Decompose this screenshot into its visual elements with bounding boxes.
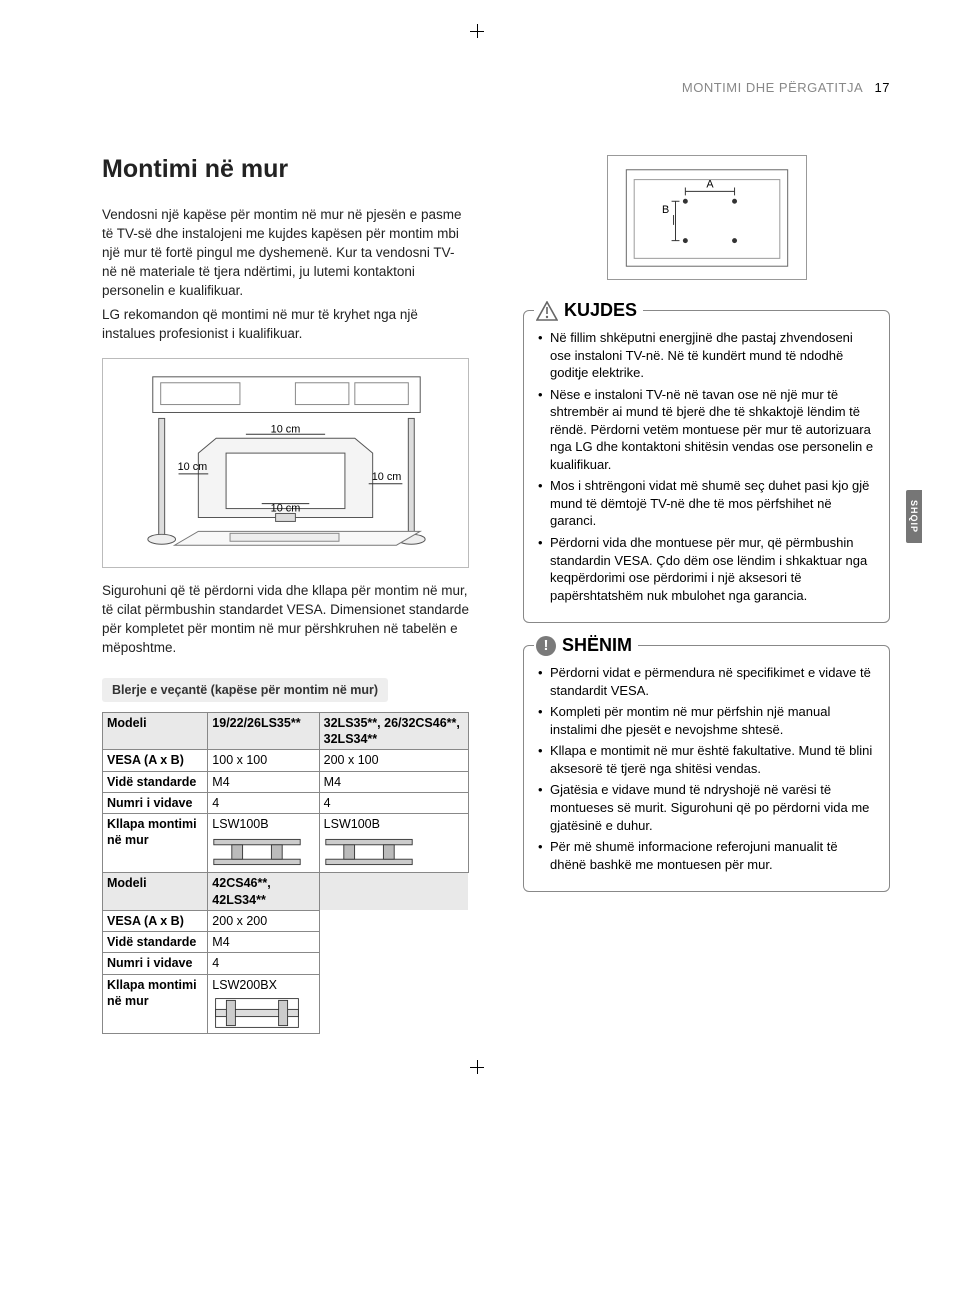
language-tab: SHQIP	[906, 490, 922, 543]
tbl-label-bracket: Kllapa montimi në mur	[103, 974, 208, 1033]
caution-item: Nëse e instaloni TV-në në tavan ose në n…	[538, 386, 875, 474]
tbl-b2-model-a: 42CS46**, 42LS34**	[208, 873, 319, 911]
caution-box: KUJDES Në fillim shkëputni energjinë dhe…	[523, 310, 890, 623]
tbl-b2-count-a: 4	[208, 953, 319, 974]
tbl-b1-vesa-b: 200 x 100	[319, 750, 468, 771]
note-item: Kompleti për montim në mur përfshin një …	[538, 703, 875, 738]
svg-text:10 cm: 10 cm	[372, 471, 402, 483]
tbl-b1-model-b: 32LS35**, 26/32CS46**, 32LS34**	[319, 712, 468, 750]
note-item: Për më shumë informacione referojuni man…	[538, 838, 875, 873]
svg-text:10 cm: 10 cm	[271, 503, 301, 515]
bracket-icon	[212, 834, 302, 870]
tbl-b1-screw-a: M4	[208, 771, 319, 792]
note-item: Gjatësia e vidave mund të ndryshojë në v…	[538, 781, 875, 834]
tbl-b2-bracket-a: LSW200BX	[208, 974, 319, 1033]
caution-item: Përdorni vida dhe montuese për mur, që p…	[538, 534, 875, 604]
note-title: ! SHËNIM	[534, 635, 638, 656]
tbl-label-vesa: VESA (A x B)	[103, 910, 208, 931]
tbl-b1-vesa-a: 100 x 100	[208, 750, 319, 771]
purchase-pill: Blerje e veçantë (kapëse për montim në m…	[102, 678, 388, 702]
note-item: Përdorni vidat e përmendura në specifiki…	[538, 664, 875, 699]
svg-text:B: B	[662, 204, 669, 216]
info-icon: !	[536, 636, 556, 656]
tbl-label-count: Numri i vidave	[103, 792, 208, 813]
page-title: Montimi në mur	[102, 155, 469, 184]
tbl-label-vesa: VESA (A x B)	[103, 750, 208, 771]
spec-table: Modeli 19/22/26LS35** 32LS35**, 26/32CS4…	[102, 712, 469, 1034]
svg-text:A: A	[706, 178, 714, 190]
mid-paragraph: Sigurohuni që të përdorni vida dhe kllap…	[102, 582, 469, 658]
tbl-b1-count-b: 4	[319, 792, 468, 813]
tbl-b1-count-a: 4	[208, 792, 319, 813]
bracket-icon	[212, 995, 302, 1031]
header-section: MONTIMI DHE PËRGATITJA	[682, 80, 863, 95]
tbl-label-count: Numri i vidave	[103, 953, 208, 974]
svg-text:10 cm: 10 cm	[271, 424, 301, 436]
tbl-b1-model-a: 19/22/26LS35**	[208, 712, 319, 750]
warning-icon	[536, 301, 558, 321]
wall-mount-diagram: 10 cm 10 cm 10 cm 10 cm	[102, 358, 469, 568]
caution-title: KUJDES	[534, 300, 643, 321]
tbl-b2-screw-a: M4	[208, 932, 319, 953]
tbl-b2-vesa-a: 200 x 200	[208, 910, 319, 931]
tbl-label-screw: Vidë standarde	[103, 771, 208, 792]
tbl-b1-bracket-b: LSW100B	[319, 814, 468, 873]
tbl-label-model: Modeli	[103, 873, 208, 911]
tbl-label-bracket: Kllapa montimi në mur	[103, 814, 208, 873]
page-number: 17	[875, 80, 890, 95]
intro-paragraph-2: LG rekomandon që montimi në mur të kryhe…	[102, 306, 469, 344]
tbl-b1-bracket-a: LSW100B	[208, 814, 319, 873]
tbl-label-model: Modeli	[103, 712, 208, 750]
note-box: ! SHËNIM Përdorni vidat e përmendura në …	[523, 645, 890, 892]
tbl-label-screw: Vidë standarde	[103, 932, 208, 953]
tbl-b1-screw-b: M4	[319, 771, 468, 792]
svg-text:10 cm: 10 cm	[178, 461, 208, 473]
running-header: MONTIMI DHE PËRGATITJA 17	[102, 80, 890, 95]
caution-item: Mos i shtrëngoni vidat më shumë seç duhe…	[538, 477, 875, 530]
vesa-ab-diagram: A B	[607, 155, 807, 280]
intro-paragraph-1: Vendosni një kapëse për montim në mur në…	[102, 206, 469, 300]
bracket-icon	[324, 834, 414, 870]
caution-item: Në fillim shkëputni energjinë dhe pastaj…	[538, 329, 875, 382]
note-item: Kllapa e montimit në mur është fakultati…	[538, 742, 875, 777]
